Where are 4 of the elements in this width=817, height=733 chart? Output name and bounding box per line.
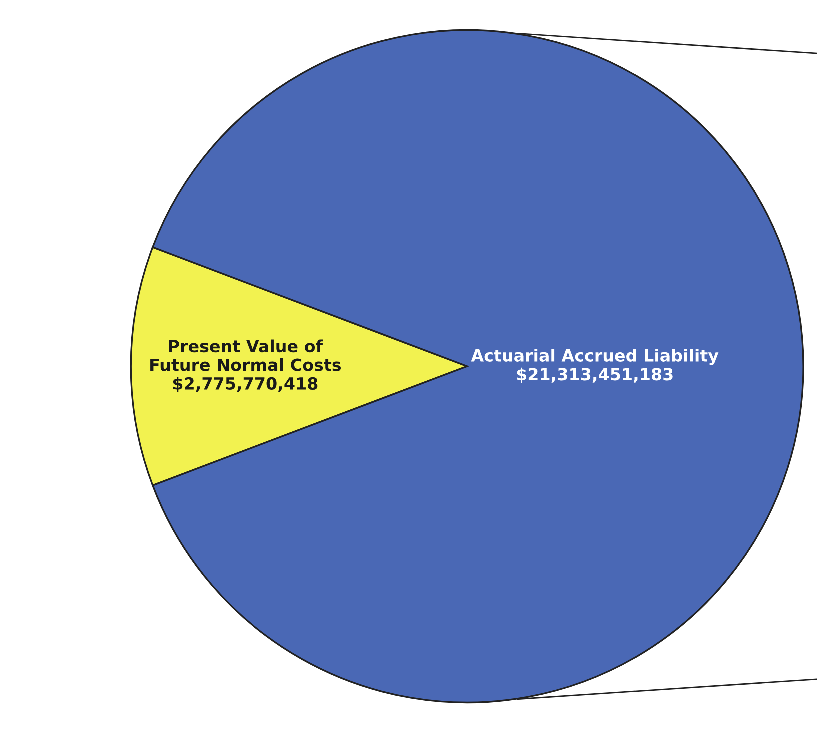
slice-label: Present Value of Future Normal Costs xyxy=(150,340,342,372)
data-label: $2,775,770,418 xyxy=(173,377,318,392)
slice-label: Actuarial Accrued Liability xyxy=(471,349,719,366)
data-label: $21,313,451,183 xyxy=(517,368,673,383)
